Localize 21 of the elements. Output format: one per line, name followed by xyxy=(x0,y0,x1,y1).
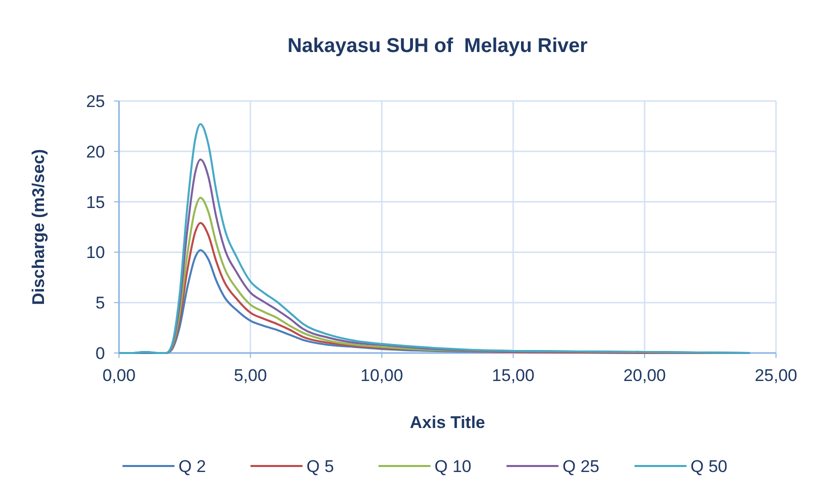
x-tick-label: 10,00 xyxy=(360,366,404,385)
y-tick-label: 10 xyxy=(86,243,105,262)
chart-title: Nakayasu SUH of Melayu River xyxy=(287,35,588,57)
legend-label: Q 50 xyxy=(690,456,728,476)
x-tick-label: 20,00 xyxy=(623,366,666,385)
legend-label: Q 25 xyxy=(562,456,600,476)
y-axis-title: Discharge (m3/sec) xyxy=(29,149,48,305)
x-tick-label: 15,00 xyxy=(492,366,534,385)
x-tick-label: 5,00 xyxy=(234,366,267,385)
x-axis-title: Axis Title xyxy=(410,413,486,432)
legend-label: Q 10 xyxy=(434,456,472,476)
x-tick-label: 25,00 xyxy=(754,366,798,385)
legend-label: Q 5 xyxy=(306,456,334,476)
y-tick-label: 20 xyxy=(86,142,105,162)
y-tick-label: 25 xyxy=(86,92,105,111)
legend-label: Q 2 xyxy=(178,456,206,476)
x-tick-label: 0,00 xyxy=(102,366,136,385)
y-tick-label: 15 xyxy=(86,192,105,212)
y-tick-label: 5 xyxy=(96,294,105,313)
line-series xyxy=(118,123,751,354)
y-tick-label: 0 xyxy=(96,344,105,363)
